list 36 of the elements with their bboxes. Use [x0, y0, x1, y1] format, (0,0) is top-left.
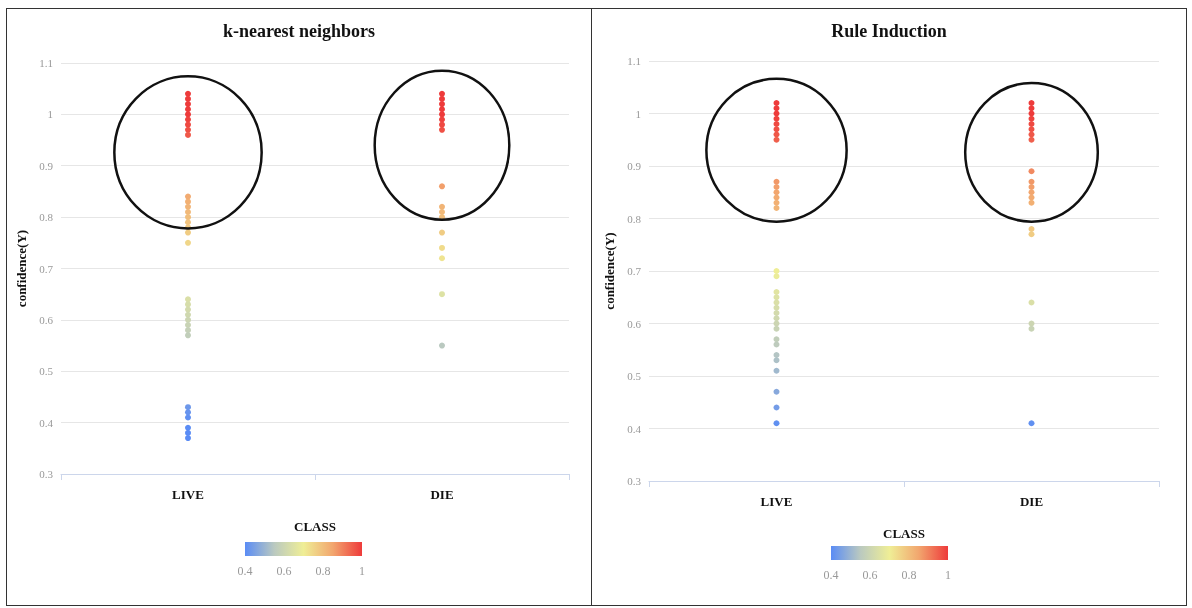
y-axis-title: confidence(Y)	[602, 232, 618, 310]
color-bar-label: 0.8	[901, 568, 917, 583]
y-tick-label: 0.5	[39, 365, 54, 378]
x-tick-label: LIVE	[172, 487, 204, 502]
y-tick-label: 0.8	[39, 211, 54, 224]
y-tick-label: 0.8	[627, 212, 642, 225]
chart-title: Rule Induction	[831, 21, 947, 41]
y-tick-label: 0.4	[39, 416, 54, 429]
y-tick-label: 0.4	[627, 422, 642, 435]
y-tick-label: 0.9	[39, 159, 54, 172]
color-bar-label: 0.6	[862, 568, 878, 583]
chart-title: k-nearest neighbors	[222, 21, 376, 41]
y-tick-label: 1	[635, 107, 641, 120]
y-tick-label: 1.1	[627, 55, 641, 67]
color-bar-label: 1	[945, 568, 951, 583]
x-tick-label: DIE	[430, 487, 454, 502]
color-bar-label: 0.6	[276, 564, 292, 579]
y-tick-label: 1.1	[39, 57, 53, 69]
y-tick-label: 0.3	[627, 475, 642, 487]
color-bar-label: 0.8	[315, 564, 331, 579]
y-tick-label: 1	[47, 108, 53, 121]
y-tick-label: 0.6	[39, 313, 54, 326]
x-axis-title: CLASS	[883, 526, 925, 541]
y-tick-label: 0.5	[627, 370, 642, 382]
y-tick-label: 0.7	[39, 262, 54, 275]
y-tick-label: 0.7	[627, 265, 642, 277]
y-tick-label: 0.6	[627, 317, 642, 330]
y-axis-title: confidence(Y)	[14, 229, 30, 308]
x-axis-title: CLASS	[294, 519, 336, 534]
color-bar-label: 0.4	[237, 564, 253, 579]
color-bar-label: 1	[359, 564, 365, 579]
x-tick-label: DIE	[1019, 494, 1044, 509]
y-tick-label: 0.3	[39, 468, 54, 480]
y-tick-label: 0.9	[627, 160, 642, 172]
color-bar-label: 0.4	[823, 568, 839, 583]
x-tick-label: LIVE	[760, 494, 793, 509]
